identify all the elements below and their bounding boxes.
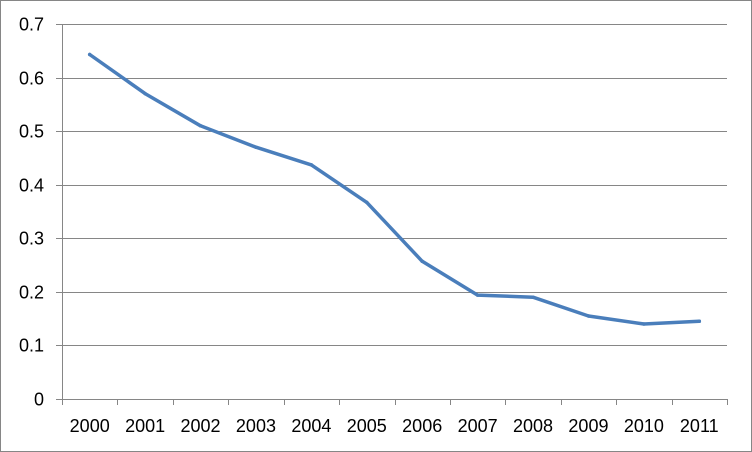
data-point	[198, 124, 203, 128]
x-tick-label: 2006	[402, 416, 442, 436]
data-point	[586, 314, 591, 318]
y-tick-label: 0.2	[19, 283, 44, 303]
data-point	[531, 295, 535, 299]
y-tick-label: 0	[34, 390, 44, 410]
y-tick-label: 0.7	[19, 15, 44, 35]
x-tick-label: 2004	[291, 416, 331, 436]
y-tick-label: 0.5	[19, 122, 44, 142]
y-tick-label: 0.3	[19, 229, 44, 249]
x-tick-label: 2008	[513, 416, 553, 436]
x-tick-label: 2002	[181, 416, 221, 436]
axes	[56, 24, 728, 405]
data-point	[309, 163, 314, 167]
data-point	[143, 91, 147, 96]
data-point	[87, 52, 92, 57]
x-tick-label: 2000	[70, 416, 110, 436]
y-tick-label: 0.4	[19, 176, 44, 196]
data-point	[420, 259, 424, 264]
x-tick-label: 2010	[624, 416, 664, 436]
x-tick-label: 2003	[236, 416, 276, 436]
x-tick-label: 2009	[568, 416, 608, 436]
data-point	[697, 319, 702, 324]
tick-labels: 0 0.1 0.2 0.3 0.4 0.5 0.6 0.7 2000 2001 2002 2003 20…	[19, 15, 719, 437]
y-tick-label: 0.1	[19, 336, 44, 356]
x-tick-label: 2001	[125, 416, 165, 436]
x-tick-label: 2007	[458, 416, 498, 436]
data-point	[365, 200, 369, 205]
x-tick-label: 2005	[347, 416, 387, 436]
y-tick-label: 0.6	[19, 69, 44, 89]
series-line	[87, 52, 702, 326]
data-point	[475, 293, 480, 297]
series-layer	[87, 52, 702, 326]
data-point	[642, 322, 646, 326]
data-point	[254, 145, 258, 149]
gridlines	[62, 24, 727, 346]
x-tick-label: 2011	[680, 416, 719, 436]
